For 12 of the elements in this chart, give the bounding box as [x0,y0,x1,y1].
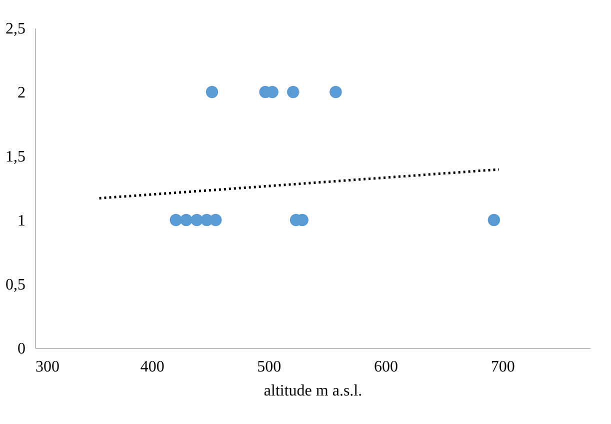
x-tick-label: 700 [490,358,515,376]
x-tick-label: 300 [36,358,60,376]
y-tick-label: 1,5 [6,148,26,166]
y-tick-label: 0,5 [6,276,26,294]
x-tick-label: 600 [374,358,398,376]
y-tick-label: 0 [18,340,26,358]
x-tick-label: 400 [140,358,164,376]
y-tick-label: 1 [18,212,26,230]
y-tick-label: 2 [18,84,26,102]
y-tick-label: 2,5 [6,20,26,38]
x-tick-label: 500 [257,358,282,376]
x-axis-title: altitude m a.s.l. [264,382,362,400]
